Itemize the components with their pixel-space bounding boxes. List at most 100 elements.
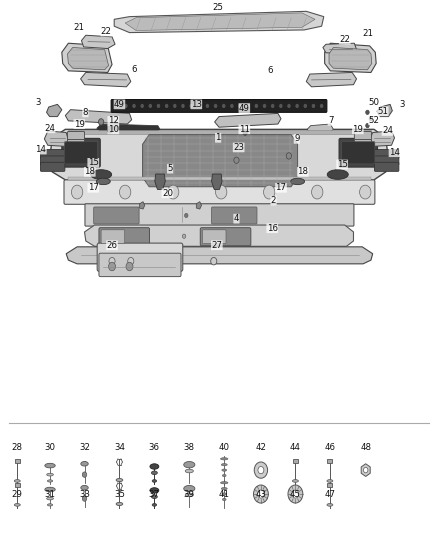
Polygon shape (370, 131, 395, 147)
Circle shape (109, 257, 115, 265)
Text: 31: 31 (45, 489, 56, 498)
Bar (68, 131, 371, 134)
Ellipse shape (45, 487, 55, 492)
Text: 28: 28 (12, 443, 23, 452)
Text: 15: 15 (88, 158, 99, 167)
Circle shape (238, 104, 242, 108)
Ellipse shape (91, 169, 112, 179)
Circle shape (108, 128, 112, 133)
Ellipse shape (327, 169, 348, 179)
FancyBboxPatch shape (101, 230, 125, 244)
Text: 20: 20 (162, 189, 173, 198)
Polygon shape (67, 47, 109, 70)
Ellipse shape (152, 480, 157, 482)
Ellipse shape (220, 458, 228, 460)
Text: 48: 48 (360, 443, 371, 452)
Polygon shape (143, 135, 297, 187)
Ellipse shape (223, 474, 226, 477)
Text: 21: 21 (74, 23, 85, 32)
Ellipse shape (223, 498, 226, 500)
Circle shape (182, 234, 186, 238)
Circle shape (247, 104, 250, 108)
FancyBboxPatch shape (94, 207, 139, 224)
Text: 13: 13 (191, 100, 202, 109)
Ellipse shape (222, 493, 226, 495)
Circle shape (311, 185, 323, 199)
FancyBboxPatch shape (40, 163, 65, 171)
FancyBboxPatch shape (97, 243, 183, 271)
Circle shape (264, 185, 275, 199)
Ellipse shape (220, 482, 228, 484)
Polygon shape (46, 104, 62, 117)
Ellipse shape (47, 504, 53, 506)
Text: 2: 2 (271, 196, 276, 205)
Ellipse shape (150, 488, 159, 493)
Text: 50: 50 (368, 98, 379, 107)
Ellipse shape (184, 486, 195, 492)
FancyBboxPatch shape (374, 150, 399, 159)
Circle shape (173, 104, 177, 108)
Circle shape (181, 104, 185, 108)
Text: 22: 22 (339, 35, 350, 44)
Polygon shape (97, 124, 160, 133)
Ellipse shape (185, 493, 194, 497)
Ellipse shape (96, 178, 110, 184)
Polygon shape (66, 247, 373, 264)
FancyBboxPatch shape (342, 142, 375, 164)
Text: 3: 3 (399, 100, 405, 109)
Ellipse shape (14, 504, 20, 506)
FancyBboxPatch shape (62, 139, 100, 167)
Circle shape (124, 104, 127, 108)
Ellipse shape (327, 504, 333, 506)
Ellipse shape (81, 486, 88, 490)
Bar (15, 459, 20, 463)
Circle shape (271, 104, 275, 108)
Text: 6: 6 (268, 67, 273, 75)
Circle shape (366, 124, 369, 128)
FancyBboxPatch shape (339, 139, 378, 167)
Text: 44: 44 (290, 443, 301, 452)
Bar (68, 177, 371, 180)
Text: 51: 51 (377, 107, 388, 116)
Ellipse shape (116, 479, 123, 482)
Text: 24: 24 (382, 126, 393, 135)
Text: 1: 1 (215, 133, 221, 142)
FancyBboxPatch shape (85, 204, 354, 226)
FancyBboxPatch shape (67, 140, 85, 150)
Circle shape (184, 213, 188, 217)
Polygon shape (81, 72, 131, 87)
Circle shape (189, 104, 193, 108)
Text: 16: 16 (267, 224, 278, 233)
Circle shape (214, 104, 217, 108)
Circle shape (366, 110, 369, 115)
Text: 19: 19 (353, 125, 363, 134)
Circle shape (243, 130, 247, 135)
Ellipse shape (290, 178, 304, 184)
Text: 15: 15 (337, 160, 348, 169)
FancyBboxPatch shape (202, 230, 226, 244)
Polygon shape (212, 174, 222, 189)
Circle shape (128, 257, 134, 265)
Polygon shape (85, 225, 353, 246)
Ellipse shape (47, 497, 53, 500)
Ellipse shape (14, 480, 20, 482)
Polygon shape (307, 124, 333, 134)
Ellipse shape (327, 480, 333, 482)
FancyBboxPatch shape (374, 156, 399, 165)
Text: 11: 11 (239, 125, 250, 134)
Text: 26: 26 (106, 241, 117, 250)
Polygon shape (114, 11, 324, 33)
Bar (327, 459, 332, 463)
Text: 27: 27 (211, 241, 223, 250)
Text: 37: 37 (149, 489, 160, 498)
Text: 24: 24 (44, 124, 55, 133)
Text: 46: 46 (325, 443, 336, 452)
Text: 45: 45 (290, 489, 301, 498)
Text: 42: 42 (255, 443, 266, 452)
Polygon shape (306, 72, 357, 87)
Polygon shape (65, 110, 132, 124)
Circle shape (364, 467, 368, 473)
Ellipse shape (81, 462, 88, 466)
FancyBboxPatch shape (200, 228, 251, 246)
Polygon shape (155, 174, 165, 189)
